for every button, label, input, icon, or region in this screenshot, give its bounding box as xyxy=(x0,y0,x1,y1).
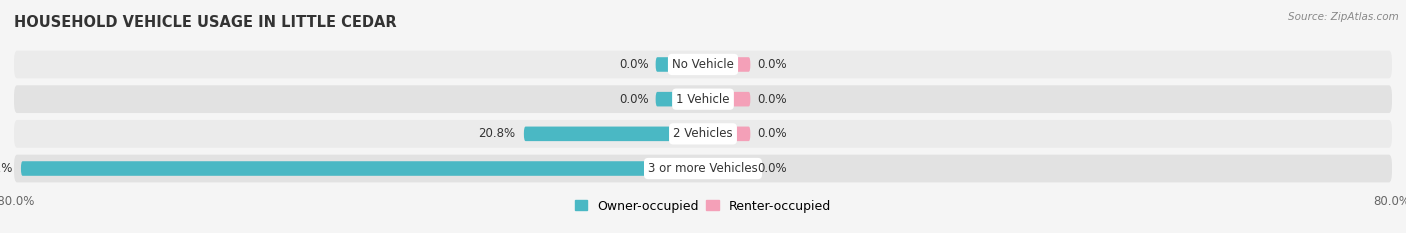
FancyBboxPatch shape xyxy=(655,57,703,72)
Text: 1 Vehicle: 1 Vehicle xyxy=(676,93,730,106)
FancyBboxPatch shape xyxy=(703,127,751,141)
Text: No Vehicle: No Vehicle xyxy=(672,58,734,71)
Text: 2 Vehicles: 2 Vehicles xyxy=(673,127,733,140)
FancyBboxPatch shape xyxy=(14,85,1392,113)
FancyBboxPatch shape xyxy=(655,92,703,106)
FancyBboxPatch shape xyxy=(703,57,751,72)
Text: 0.0%: 0.0% xyxy=(758,58,787,71)
Text: 0.0%: 0.0% xyxy=(619,58,648,71)
Text: 0.0%: 0.0% xyxy=(758,162,787,175)
FancyBboxPatch shape xyxy=(703,161,751,176)
Text: 0.0%: 0.0% xyxy=(758,127,787,140)
Text: 0.0%: 0.0% xyxy=(619,93,648,106)
FancyBboxPatch shape xyxy=(524,127,703,141)
FancyBboxPatch shape xyxy=(703,92,751,106)
FancyBboxPatch shape xyxy=(21,161,703,176)
Text: Source: ZipAtlas.com: Source: ZipAtlas.com xyxy=(1288,12,1399,22)
FancyBboxPatch shape xyxy=(14,155,1392,182)
Text: 0.0%: 0.0% xyxy=(758,93,787,106)
Text: 3 or more Vehicles: 3 or more Vehicles xyxy=(648,162,758,175)
Text: 20.8%: 20.8% xyxy=(478,127,515,140)
Text: 79.2%: 79.2% xyxy=(0,162,13,175)
FancyBboxPatch shape xyxy=(14,51,1392,78)
Legend: Owner-occupied, Renter-occupied: Owner-occupied, Renter-occupied xyxy=(569,195,837,218)
Text: HOUSEHOLD VEHICLE USAGE IN LITTLE CEDAR: HOUSEHOLD VEHICLE USAGE IN LITTLE CEDAR xyxy=(14,15,396,30)
FancyBboxPatch shape xyxy=(14,120,1392,148)
